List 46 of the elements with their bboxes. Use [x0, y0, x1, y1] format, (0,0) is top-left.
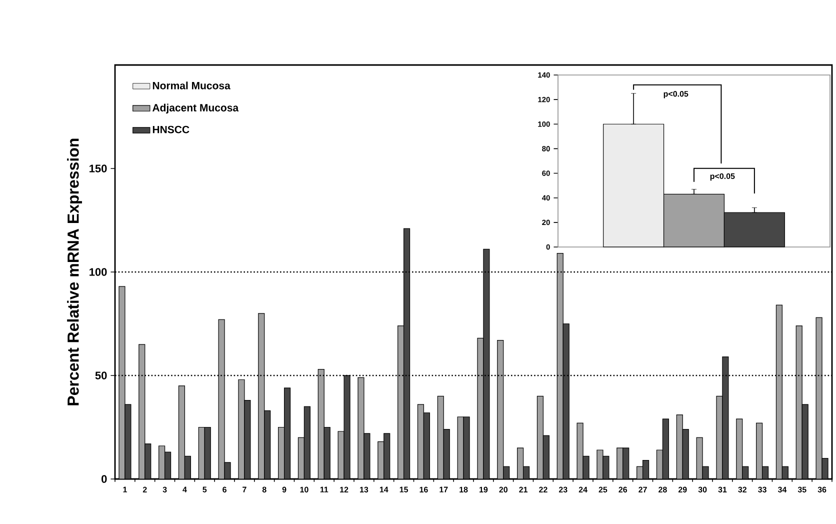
- x-tick-label: 28: [658, 486, 667, 492]
- y-axis-title: Percent Relative mRNA Expression: [67, 138, 82, 406]
- annotation: p<0.05: [664, 91, 688, 98]
- x-tick-label: 20: [499, 486, 508, 492]
- x-tick-label: 15: [400, 486, 408, 492]
- x-tick-label: 3: [162, 486, 167, 492]
- x-tick-label: 2: [142, 486, 147, 492]
- y-tick-label: 50: [95, 372, 107, 380]
- x-tick-label: 4: [182, 486, 187, 492]
- x-tick-label: 24: [578, 486, 588, 492]
- x-tick-label: 16: [420, 486, 428, 492]
- x-tick-label: 23: [558, 486, 568, 492]
- annotation: p<0.05: [710, 173, 735, 181]
- x-tick-label: 12: [340, 486, 348, 492]
- x-tick-label: 29: [678, 486, 687, 492]
- x-tick-label: 5: [202, 486, 207, 492]
- y-tick-label: 100: [90, 268, 107, 276]
- legend-label: Adjacent Mucosa: [152, 104, 239, 114]
- x-tick-label: 32: [738, 486, 746, 492]
- legend-label: HNSCC: [152, 126, 190, 134]
- x-tick-label: 7: [242, 486, 246, 492]
- x-tick-label: 17: [440, 486, 448, 492]
- x-tick-label: 22: [539, 486, 548, 492]
- x-tick-label: 34: [778, 486, 787, 492]
- x-tick-label: 26: [618, 486, 628, 492]
- x-tick-label: 35: [798, 486, 806, 492]
- x-tick-label: 18: [460, 486, 468, 492]
- x-tick-label: 21: [519, 486, 528, 492]
- x-tick-label: 30: [698, 486, 707, 492]
- x-tick-label: 31: [718, 486, 727, 492]
- x-tick-label: 14: [380, 486, 388, 492]
- x-tick-label: 1: [123, 486, 127, 492]
- y-tick-label: 150: [90, 164, 107, 172]
- x-tick-label: 11: [320, 486, 328, 492]
- x-tick-label: 33: [758, 486, 766, 492]
- x-tick-label: 6: [222, 486, 226, 492]
- x-tick-label: 9: [282, 486, 286, 492]
- x-tick-label: 8: [262, 486, 266, 492]
- y-tick-label: 0: [102, 475, 107, 483]
- x-tick-label: 36: [818, 486, 826, 492]
- x-tick-label: 27: [638, 486, 647, 492]
- legend-label: Normal Mucosa: [152, 82, 230, 90]
- x-tick-label: 13: [360, 486, 368, 492]
- x-tick-label: 25: [598, 486, 608, 492]
- x-tick-label: 10: [300, 486, 308, 492]
- x-tick-label: 19: [480, 486, 488, 492]
